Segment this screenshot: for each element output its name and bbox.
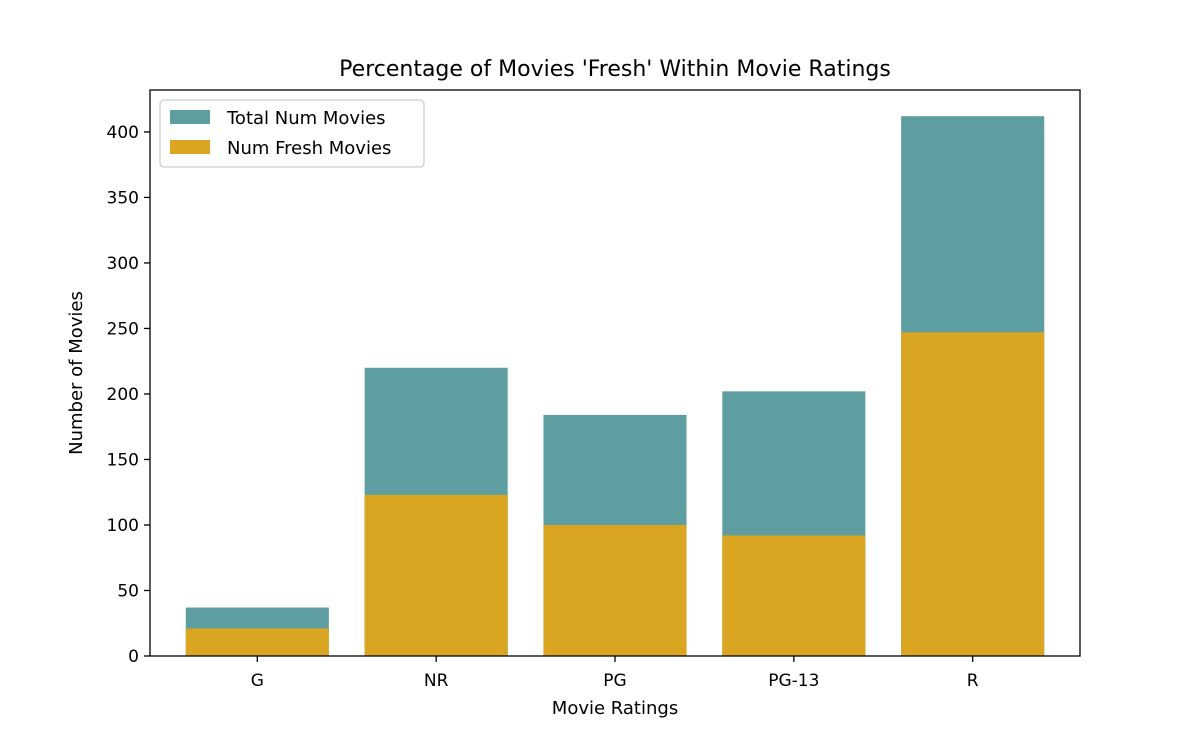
y-tick-label: 250 (107, 319, 139, 339)
x-tick-label: PG-13 (768, 671, 819, 691)
y-tick-label: 50 (117, 581, 139, 601)
legend-label-total: Total Num Movies (226, 108, 386, 129)
y-tick-label: 400 (107, 123, 139, 143)
y-tick-label: 100 (107, 516, 139, 536)
plot-frame (149, 89, 1081, 657)
bar-fresh-g (185, 628, 329, 656)
bar-fresh-nr (364, 494, 508, 656)
y-tick-label: 350 (107, 188, 139, 208)
y-tick-label: 200 (107, 385, 139, 405)
x-axis-ticks: G NR PG PG-13 R (251, 656, 979, 691)
legend-box (159, 99, 425, 168)
bar-fresh-r (901, 332, 1045, 656)
y-axis-label: Number of Movies (66, 291, 87, 455)
legend: Total Num Movies Num Fresh Movies (159, 99, 425, 168)
y-tick-label: 150 (107, 450, 139, 470)
legend-swatch-fresh (170, 140, 210, 154)
y-tick-label: 300 (107, 254, 139, 274)
x-tick-label: R (967, 671, 979, 691)
legend-swatch-total (170, 110, 210, 124)
y-tick-label: 0 (128, 647, 139, 667)
bar-fresh-pg (543, 524, 687, 656)
x-tick-label: PG (603, 671, 626, 691)
x-axis-label: Movie Ratings (552, 698, 678, 719)
y-axis-ticks: 0 50 100 150 200 250 300 350 400 (107, 123, 150, 667)
chart-title: Percentage of Movies 'Fresh' Within Movi… (339, 57, 891, 82)
x-tick-label: NR (424, 671, 449, 691)
bar-fresh-pg-13 (722, 535, 866, 656)
legend-label-fresh: Num Fresh Movies (227, 138, 391, 159)
bars-layer (185, 116, 1045, 656)
x-tick-label: G (251, 671, 264, 691)
